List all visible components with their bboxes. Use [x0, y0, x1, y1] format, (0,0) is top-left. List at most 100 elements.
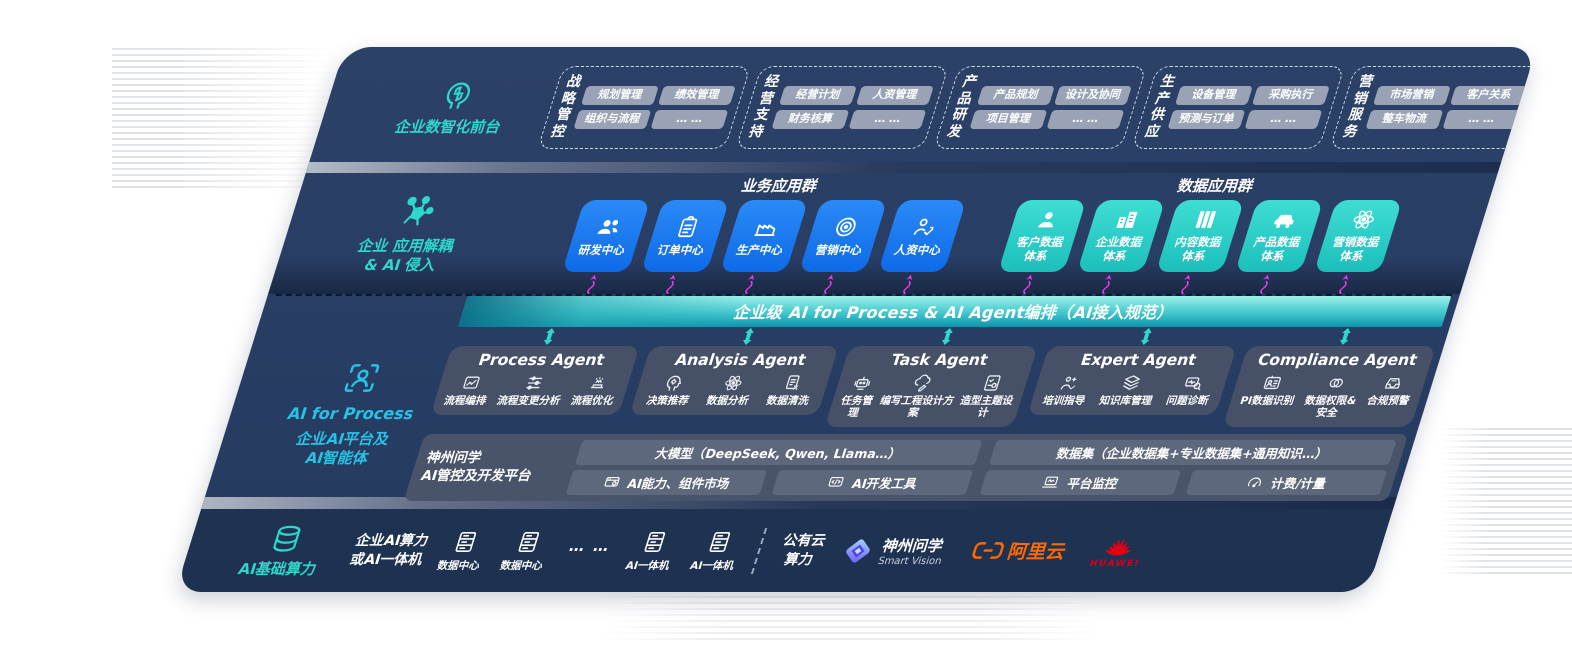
capability-pill: 设备管理 — [1174, 86, 1253, 105]
ai-layer-label-en: AI for Process — [285, 403, 417, 423]
chart-box-icon — [458, 373, 484, 393]
decorative-stripes-bottom — [600, 596, 1100, 642]
clipboard-icon — [671, 214, 705, 240]
tools-icon — [825, 474, 847, 491]
huawei-logo: HUAWEI — [1088, 532, 1149, 569]
flow-arrow-icon — [1094, 273, 1120, 294]
monitor-icon — [1040, 474, 1062, 491]
node-ai-appliance: AI一体机 — [624, 529, 681, 573]
molecule-icon — [391, 194, 441, 232]
data-tile-marketing: 营销数据 体系 — [1314, 199, 1403, 272]
shenzhou-wenxue-logo: 神州问学 Smart Vision — [839, 535, 950, 567]
capability-pill: 设计及协同 — [1053, 86, 1132, 105]
capability-pill: … … — [650, 109, 729, 129]
huawei-flower-icon — [1100, 532, 1140, 558]
idcard-icon — [1260, 373, 1286, 393]
updown-arrow-icon — [539, 327, 559, 345]
ai-platform-panel: 神州问学 AI管控及开发平台 大模型（DeepSeek, Qwen, Llama… — [403, 433, 1409, 501]
business-app-group: 业务应用群 研发中心 订单中心 — [555, 175, 974, 294]
platform-name: 神州问学 AI管控及开发平台 — [418, 450, 534, 485]
platform-model-column: 大模型（DeepSeek, Qwen, Llama…） AI能力、组件市场 AI… — [565, 439, 983, 495]
decorative-stripes-left — [112, 48, 336, 188]
flow-arrow-icon — [1252, 273, 1278, 294]
front-group-operation: 经营 支持 经营计划 人资管理 财务核算 … … — [735, 65, 950, 150]
public-cloud-label: 公有云 算力 — [781, 532, 829, 568]
flow-arrow-icon — [1331, 273, 1357, 294]
node-datacenter: 数据中心 — [498, 529, 554, 573]
server-icon — [638, 529, 672, 555]
capability-pill: 人资管理 — [855, 86, 934, 105]
capability-pill: 整车物流 — [1365, 109, 1444, 129]
shenzhou-diamond-icon — [839, 536, 878, 566]
flow-arrow-icon — [895, 273, 921, 294]
capability-pill: 预测与订单 — [1167, 109, 1246, 129]
platform-dataset-column: 数据集（企业数据集+专业数据集+通用知识…） 平台监控 计费/计量 — [979, 439, 1397, 495]
front-group-marketing: 营销 服务 市场营销 客户关系 整车物流 … … — [1329, 65, 1537, 150]
app-tile-production: 生产中心 — [720, 199, 809, 272]
focus-person-icon — [337, 359, 387, 397]
ai-layer-rail: AI for Process 企业AI平台及 AI智能体 — [252, 359, 450, 469]
updown-arrow-icon — [1335, 327, 1355, 345]
training-icon — [1057, 373, 1083, 393]
columns-icon — [1189, 207, 1222, 232]
flow-arrow-icon — [1173, 273, 1199, 294]
database-icon — [264, 523, 309, 557]
diagnose-icon — [1180, 373, 1206, 393]
infra-label: AI基础算力 — [236, 559, 319, 578]
robot-icon — [850, 373, 876, 393]
orchestration-bar: 企业级 AI for Process & AI Agent编排（AI接入规范） — [457, 295, 1452, 327]
capability-pill: 组织与流程 — [573, 109, 652, 129]
capability-pill: … … — [1244, 109, 1323, 129]
ai-platform-band: AI for Process 企业AI平台及 AI智能体 Process Age… — [205, 327, 1450, 501]
capability-pill: 市场营销 — [1372, 86, 1451, 105]
flow-arrow-icon — [579, 273, 605, 294]
atom-icon — [1347, 207, 1380, 232]
capability-pill: 产品规划 — [976, 86, 1055, 105]
capability-pill: 规划管理 — [580, 86, 659, 105]
enterprise-compute-label: 企业AI算力 或AI一体机 — [347, 532, 431, 568]
conveyor-icon — [585, 373, 611, 393]
flow-arrow-icon — [816, 273, 842, 294]
head-gear-icon — [660, 373, 686, 393]
app-tile-hr: 人资中心 — [878, 199, 967, 272]
front-group-supply: 生产 供应 设备管理 采购执行 预测与订单 … … — [1131, 65, 1346, 150]
dashed-divider — [751, 527, 768, 574]
factory-icon — [750, 214, 784, 240]
front-office-label: 企业数智化前台 — [392, 118, 504, 137]
capability-pill: 经营计划 — [778, 86, 857, 105]
capability-pill: … … — [1046, 109, 1125, 129]
front-office-rail: 企业数智化前台 — [361, 78, 547, 137]
buildings-icon — [1110, 207, 1143, 232]
capability-pill: 项目管理 — [969, 109, 1048, 129]
front-office-groups: 战略 管控 规划管理 绩效管理 组织与流程 … … 经营 支持 经营计划 人资管理 … — [537, 65, 1537, 150]
front-office-band: 企业数智化前台 战略 管控 规划管理 绩效管理 组织与流程 … … 经营 支持 经营… — [309, 47, 1537, 162]
ai-tools-cell: AI开发工具 — [771, 469, 974, 495]
ellipsis-nodes: … … — [566, 536, 614, 555]
flow-arrow-icon — [1015, 273, 1041, 294]
talent-icon — [908, 214, 942, 240]
capability-pill: … … — [1442, 109, 1521, 129]
model-bar: 大模型（DeepSeek, Qwen, Llama…） — [574, 439, 983, 465]
doc-data-icon — [780, 373, 806, 393]
layers-icon — [1118, 373, 1144, 393]
cloud-pen-icon — [910, 373, 936, 393]
app-tile-order: 订单中心 — [641, 199, 730, 272]
meter-icon — [1244, 474, 1266, 491]
data-tile-product: 产品数据 体系 — [1235, 199, 1324, 272]
data-group-title: 数据应用群 — [1175, 176, 1257, 195]
team-icon — [592, 214, 626, 240]
capability-pill: 财务核算 — [771, 109, 850, 129]
platform-monitor-cell: 平台监控 — [979, 469, 1182, 495]
agent-card-process: Process Agent 流程编排 流程变更分析 流程优化 — [427, 327, 646, 427]
aliyun-bracket-icon — [970, 541, 1006, 560]
brain-icon — [436, 78, 481, 112]
capability-pill: 采购执行 — [1251, 86, 1330, 105]
flow-arrow-icon — [658, 273, 684, 294]
market-icon — [600, 474, 622, 491]
compute-nodes: 数据中心 数据中心 … … AI一体机 AI一体机 — [435, 529, 745, 573]
front-group-strategy: 战略 管控 规划管理 绩效管理 组织与流程 … … — [537, 65, 752, 150]
diagram-canvas: 企业数智化前台 战略 管控 规划管理 绩效管理 组织与流程 … … 经营 支持 经营… — [175, 47, 1537, 592]
infra-rail: AI基础算力 — [221, 523, 344, 579]
atom-icon — [720, 373, 746, 393]
